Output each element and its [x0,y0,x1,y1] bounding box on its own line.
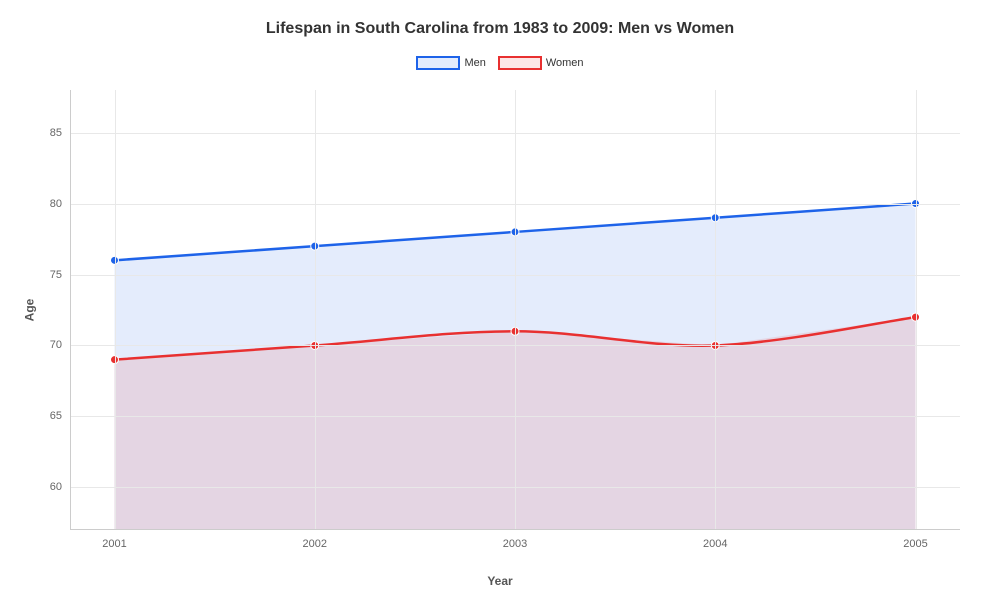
y-tick-label: 80 [22,198,70,210]
legend-label-women: Women [546,57,584,69]
legend: Men Women [0,56,1000,70]
y-axis-line [70,90,71,530]
x-axis-line [70,529,960,530]
chart-container: Lifespan in South Carolina from 1983 to … [0,0,1000,600]
y-tick-label: 65 [22,410,70,422]
x-tick-label: 2003 [503,530,527,550]
x-axis-title: Year [487,574,512,588]
legend-swatch-men [416,56,460,70]
legend-item-men: Men [416,56,485,70]
x-tick-label: 2005 [903,530,927,550]
grid-line-v [715,90,716,530]
grid-line-v [115,90,116,530]
x-tick-label: 2004 [703,530,727,550]
grid-line-v [515,90,516,530]
grid-line-v [916,90,917,530]
x-tick-label: 2001 [102,530,126,550]
y-tick-label: 85 [22,127,70,139]
legend-label-men: Men [464,57,485,69]
y-tick-label: 75 [22,269,70,281]
legend-item-women: Women [498,56,584,70]
y-tick-label: 60 [22,481,70,493]
legend-swatch-women [498,56,542,70]
y-tick-label: 70 [22,339,70,351]
x-tick-label: 2002 [303,530,327,550]
plot-area: 60657075808520012002200320042005 [70,90,960,530]
chart-title: Lifespan in South Carolina from 1983 to … [0,0,1000,38]
grid-line-v [315,90,316,530]
y-axis-title: Age [22,299,36,322]
